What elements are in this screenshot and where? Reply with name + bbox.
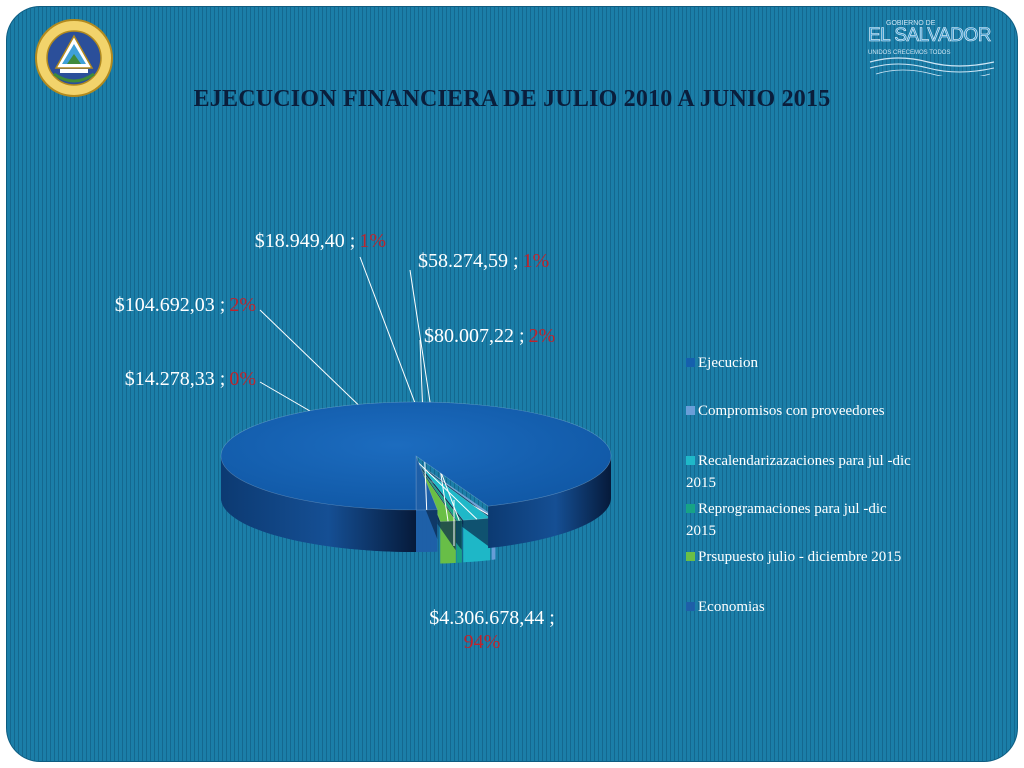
pie-slice-side-0 (221, 456, 416, 552)
legend-swatch-1 (686, 406, 695, 415)
data-label-value-1: $14.278,33 ; (125, 368, 226, 390)
data-label-pct-3: 1% (359, 230, 386, 252)
legend-label-3-1: 2015 (686, 523, 716, 539)
leader-line-3 (359, 256, 460, 521)
gov-logo-tagline: UNIDOS CRECEMOS TODOS (868, 50, 951, 56)
legend-label-5-0: Economias (698, 599, 765, 615)
legend-label-1-0: Compromisos con proveedores (698, 403, 885, 419)
legend-swatch-4 (686, 552, 695, 561)
legend-item-5: Economias (686, 596, 976, 618)
data-label-0: $4.306.678,44 ; 94% (429, 607, 555, 653)
legend-label-3-0: Reprogramaciones para jul -dic (698, 501, 887, 517)
data-label-5: $80.007,22 ; 2% (424, 325, 555, 347)
legend-label-2-1: 2015 (686, 475, 716, 491)
legend-swatch-2 (686, 456, 695, 465)
legend-swatch-0 (686, 358, 695, 367)
data-label-value-4: $58.274,59 ; (418, 250, 519, 272)
gov-logo-waves-icon (869, 57, 995, 76)
data-label-pct-5: 2% (529, 325, 556, 347)
legend-swatch-5 (686, 602, 695, 611)
pie-slice-side-0 (488, 456, 611, 549)
slide-frame: GOBIERNO DE EL SALVADOR UNIDOS CRECEMOS … (6, 6, 1018, 762)
gov-logo-name: EL SALVADOR (868, 25, 992, 47)
data-label-pct-2: 2% (229, 294, 256, 316)
leader-line-4 (409, 269, 449, 522)
data-label-3: $18.949,40 ; 1% (255, 230, 386, 252)
legend-swatch-3 (686, 504, 695, 513)
data-label-4: $58.274,59 ; 1% (418, 250, 549, 272)
slide-title: EJECUCION FINANCIERA DE JULIO 2010 A JUN… (193, 86, 831, 112)
legend-item-2: Recalendarizazaciones para jul -dic 2015 (686, 450, 976, 494)
gov-logo-small-text: GOBIERNO DE (886, 20, 936, 27)
coat-of-arms-icon (34, 18, 114, 103)
legend-label-0-0: Ejecucion (698, 355, 758, 371)
data-label-value-5: $80.007,22 ; (424, 325, 525, 347)
data-label-pct-4: 1% (523, 250, 550, 272)
pie-chart: $4.306.678,44 ; 94% $14.278,33 ; 0% $104.692… (115, 230, 612, 653)
data-label-2: $104.692,03 ; 2% (115, 294, 256, 316)
legend-label-2-0: Recalendarizazaciones para jul -dic (698, 453, 911, 469)
legend-item-1: Compromisos con proveedores (686, 400, 976, 422)
data-label-value-0: $4.306.678,44 ; (429, 607, 555, 629)
legend-item-0: Ejecucion (686, 352, 976, 374)
data-label-value-2: $104.692,03 ; (115, 294, 226, 316)
pie-slice-top-0 (220, 401, 612, 511)
data-label-1: $14.278,33 ; 0% (125, 368, 256, 390)
data-label-pct-1: 0% (229, 368, 256, 390)
government-logo: GOBIERNO DE EL SALVADOR UNIDOS CRECEMOS … (868, 20, 996, 76)
data-label-value-3: $18.949,40 ; (255, 230, 356, 252)
pie-slice-2 (421, 467, 491, 563)
legend-item-3: Reprogramaciones para jul -dic 2015 (686, 498, 976, 542)
legend-label-4-0: Prsupuesto julio - diciembre 2015 (698, 549, 902, 565)
pie-slice-0 (220, 401, 612, 552)
legend-item-4: Prsupuesto julio - diciembre 2015 (686, 546, 976, 568)
data-label-pct-0: 94% (464, 631, 501, 653)
